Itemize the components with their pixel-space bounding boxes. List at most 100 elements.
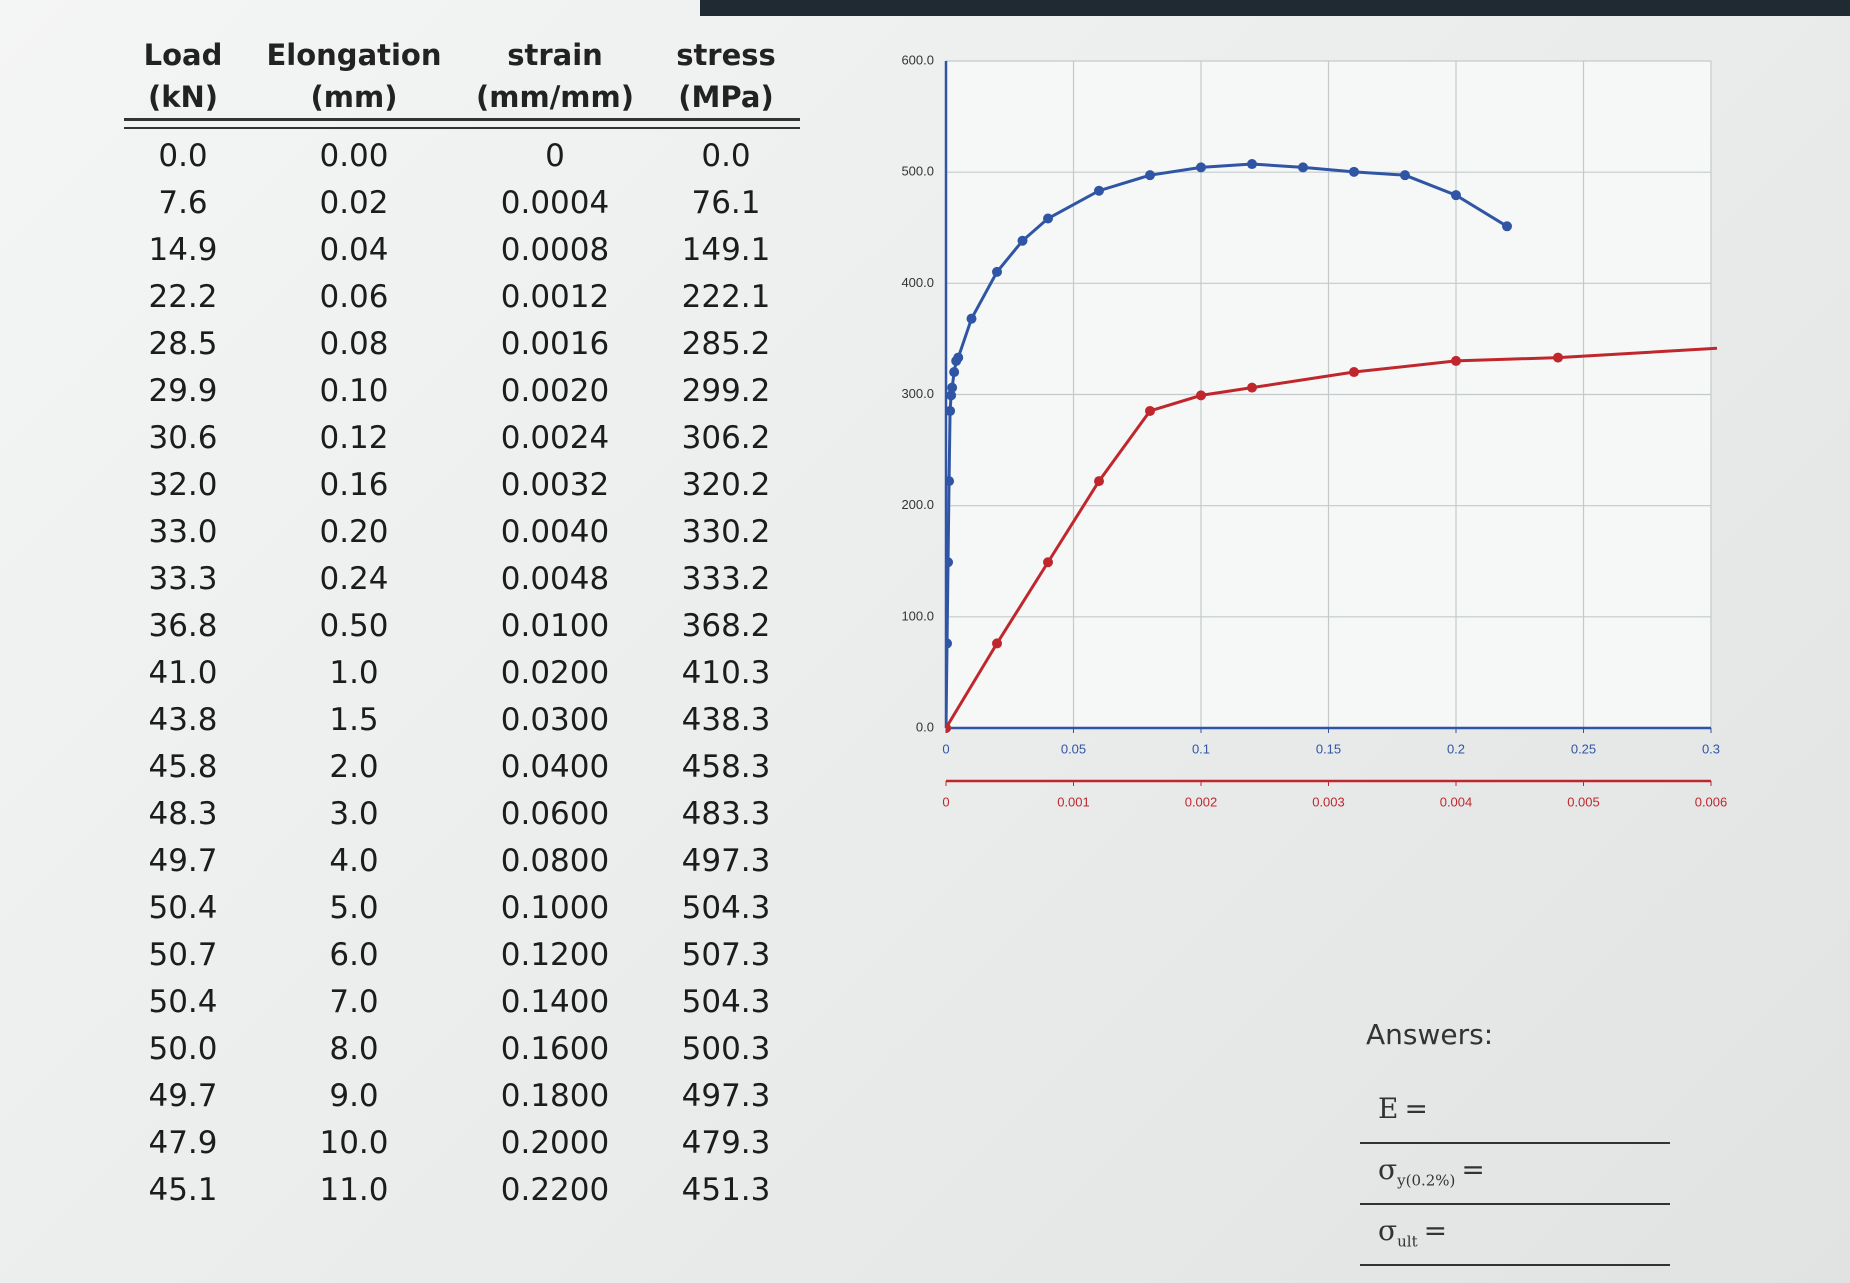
table-cell: 3.0: [329, 796, 379, 832]
table-cell: 50.4: [148, 890, 218, 926]
x2-tick-label: 0.006: [1695, 794, 1728, 809]
table-cell: 0.0012: [500, 279, 610, 315]
point: [1349, 367, 1359, 378]
table-cell: 33.3: [148, 561, 218, 597]
x2-tick-label: 0.002: [1185, 794, 1218, 809]
table-cell: 451.3: [681, 1172, 771, 1208]
x2-tick-label: 0: [942, 794, 949, 809]
answer-label: σult =: [1378, 1214, 1447, 1251]
header-line: stress: [676, 38, 776, 72]
table-cell: 0.1200: [500, 937, 610, 973]
point: [947, 382, 958, 393]
table-cell: 222.1: [681, 279, 771, 315]
table-cell: 0.50: [319, 608, 389, 644]
x-tick-label: 0.15: [1316, 741, 1341, 756]
table-cell: 0.0040: [500, 514, 610, 550]
answer-line: [1360, 1264, 1670, 1266]
table-cell: 0.0048: [500, 561, 610, 597]
table-cell: 0.0: [701, 138, 751, 174]
table-cell: 368.2: [681, 608, 771, 644]
table-cell: 47.9: [148, 1125, 218, 1161]
table-cell: 479.3: [681, 1125, 771, 1161]
table-cell: 330.2: [681, 514, 771, 550]
table-cell: 299.2: [681, 373, 771, 409]
table-cell: 0.0032: [500, 467, 610, 503]
table-cell: 50.7: [148, 937, 218, 973]
header-line: (MPa): [678, 80, 774, 114]
table-cell: 504.3: [681, 890, 771, 926]
table-cell: 0.10: [319, 373, 389, 409]
table-cell: 0.0024: [500, 420, 610, 456]
table-cell: 11.0: [319, 1172, 389, 1208]
column-header: Load (kN): [144, 34, 223, 118]
table-cell: 438.3: [681, 702, 771, 738]
table-cell: 49.7: [148, 843, 218, 879]
answer-suffix: =: [1423, 1214, 1448, 1247]
answer-subscript: ult: [1397, 1232, 1418, 1251]
point: [1043, 557, 1053, 568]
point: [1502, 221, 1512, 232]
table-cell: 483.3: [681, 796, 771, 832]
table-cell: 0.1000: [500, 890, 610, 926]
table-cell: 0: [545, 138, 565, 174]
table-cell: 7.0: [329, 984, 379, 1020]
point: [1451, 190, 1461, 201]
answer-label: E =: [1378, 1092, 1428, 1125]
x-tick-label: 0.05: [1061, 741, 1086, 756]
table-cell: 0.00: [319, 138, 389, 174]
point: [1094, 476, 1104, 487]
table-cell: 50.4: [148, 984, 218, 1020]
table-cell: 22.2: [148, 279, 218, 315]
table-cell: 30.6: [148, 420, 218, 456]
point: [1017, 235, 1028, 246]
point: [1094, 185, 1104, 196]
point: [992, 638, 1002, 649]
table-cell: 28.5: [148, 326, 218, 362]
table-cell: 0.0200: [500, 655, 610, 691]
x-tick-label: 0: [942, 741, 949, 756]
table-cell: 507.3: [681, 937, 771, 973]
answer-symbol: E: [1378, 1092, 1399, 1125]
table-cell: 333.2: [681, 561, 771, 597]
table-cell: 0.0004: [500, 185, 610, 221]
point: [1298, 162, 1308, 173]
table-cell: 5.0: [329, 890, 379, 926]
point: [1247, 382, 1257, 393]
table-cell: 497.3: [681, 843, 771, 879]
bezel: [700, 0, 1850, 16]
table-cell: 0.0600: [500, 796, 610, 832]
table-cell: 0.1400: [500, 984, 610, 1020]
y-tick-label: 0.0: [916, 719, 934, 734]
point: [1145, 405, 1155, 416]
point: [966, 313, 977, 324]
table-cell: 0.0300: [500, 702, 610, 738]
x2-tick-label: 0.004: [1440, 794, 1473, 809]
table-cell: 306.2: [681, 420, 771, 456]
table-cell: 0.20: [319, 514, 389, 550]
point: [946, 476, 955, 487]
point: [946, 723, 951, 733]
point: [946, 638, 953, 649]
table-cell: 76.1: [691, 185, 761, 221]
table-cell: 0.0016: [500, 326, 610, 362]
point: [946, 390, 957, 401]
table-cell: 4.0: [329, 843, 379, 879]
table-cell: 45.1: [148, 1172, 218, 1208]
table-cell: 500.3: [681, 1031, 771, 1067]
table-cell: 1.5: [329, 702, 379, 738]
table-cell: 6.0: [329, 937, 379, 973]
x2-tick-label: 0.001: [1057, 794, 1090, 809]
table-cell: 0.08: [319, 326, 389, 362]
y-tick-label: 600.0: [901, 52, 934, 67]
table-cell: 0.0: [158, 138, 208, 174]
column-header: Elongation (mm): [266, 34, 441, 118]
point: [953, 352, 964, 363]
x2-tick-label: 0.005: [1567, 794, 1600, 809]
header-line: (mm/mm): [476, 80, 634, 114]
table-cell: 0.0800: [500, 843, 610, 879]
table-cell: 0.12: [319, 420, 389, 456]
point: [1247, 159, 1257, 170]
table-cell: 9.0: [329, 1078, 379, 1114]
